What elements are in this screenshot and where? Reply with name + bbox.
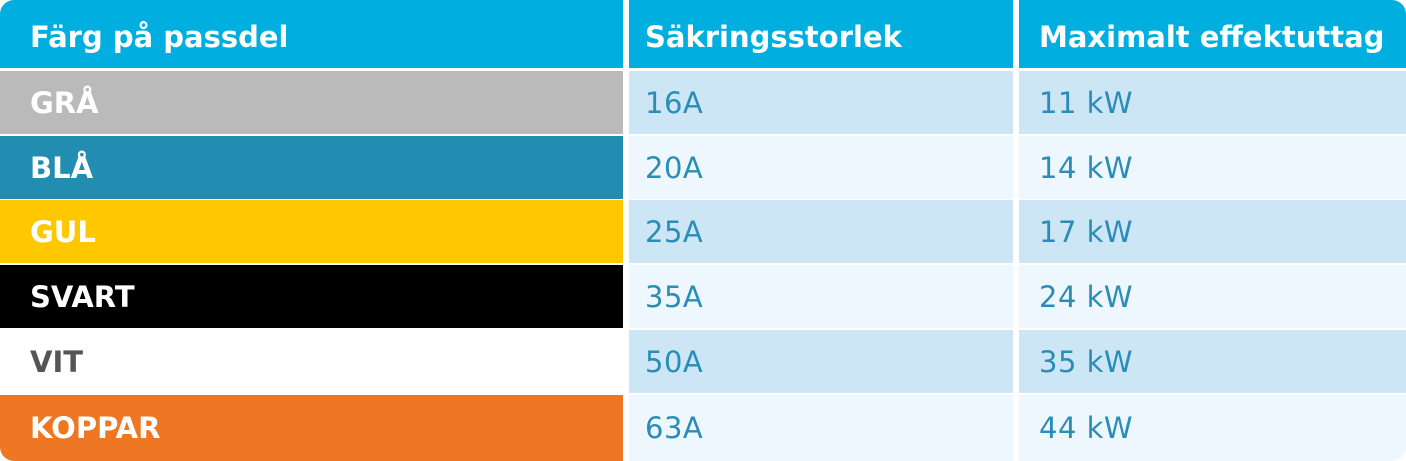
- table-header-row: Färg på passdel Säkringsstorlek Maximalt…: [0, 0, 1406, 68]
- power-cell: 24 kW: [1019, 265, 1406, 328]
- header-fuse-size: Säkringsstorlek: [629, 0, 1013, 68]
- fuse-cell: 16A: [629, 71, 1013, 134]
- power-cell: 35 kW: [1019, 330, 1406, 393]
- fuse-cell: 50A: [629, 330, 1013, 393]
- header-max-power: Maximalt effektuttag: [1019, 0, 1406, 68]
- fuse-cell: 20A: [629, 136, 1013, 199]
- color-cell: BLÅ: [0, 136, 623, 199]
- color-cell: GRÅ: [0, 71, 623, 134]
- power-cell: 17 kW: [1019, 200, 1406, 263]
- power-cell: 11 kW: [1019, 71, 1406, 134]
- color-cell: SVART: [0, 265, 623, 328]
- header-color: Färg på passdel: [0, 0, 623, 68]
- table-row: BLÅ 20A 14 kW: [0, 136, 1406, 199]
- table-row: GUL 25A 17 kW: [0, 200, 1406, 263]
- power-cell: 14 kW: [1019, 136, 1406, 199]
- color-cell: KOPPAR: [0, 395, 623, 461]
- table-row: GRÅ 16A 11 kW: [0, 71, 1406, 134]
- color-cell: GUL: [0, 200, 623, 263]
- table-row: KOPPAR 63A 44 kW: [0, 395, 1406, 461]
- fuse-cell: 63A: [629, 395, 1013, 461]
- table-row: SVART 35A 24 kW: [0, 265, 1406, 328]
- power-cell: 44 kW: [1019, 395, 1406, 461]
- color-cell: VIT: [0, 330, 623, 393]
- fuse-cell: 25A: [629, 200, 1013, 263]
- table-row: VIT 50A 35 kW: [0, 330, 1406, 393]
- fuse-cell: 35A: [629, 265, 1013, 328]
